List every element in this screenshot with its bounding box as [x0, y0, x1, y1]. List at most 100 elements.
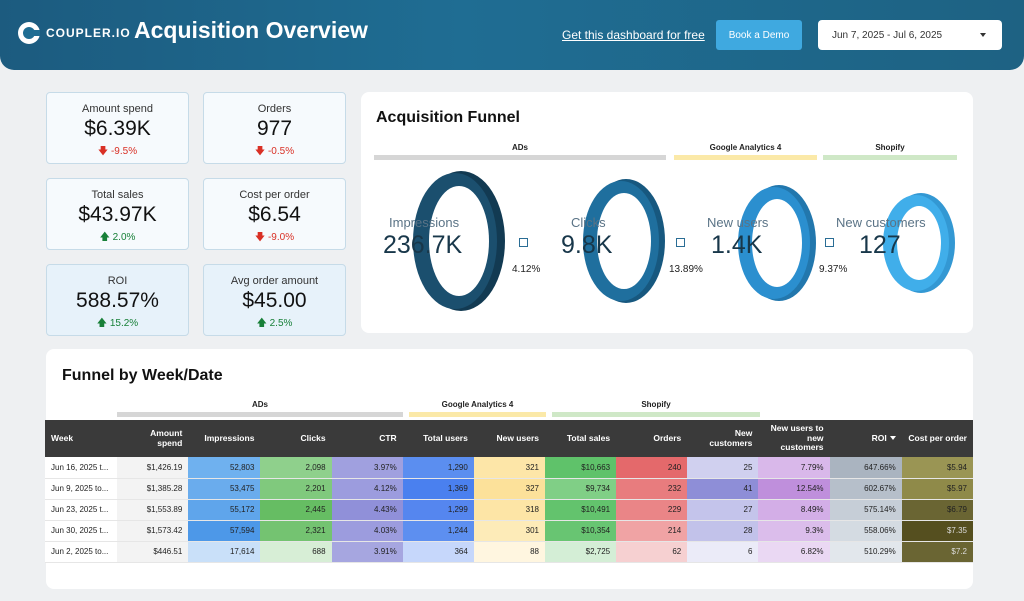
cell-new-users: 318 [473, 499, 545, 521]
kpi-value: $6.54 [248, 203, 301, 226]
cell-total-users: 364 [402, 541, 474, 563]
stage-label: New users [707, 215, 769, 230]
col-header-roi[interactable]: ROI [829, 420, 902, 457]
kpi-avg-order-amount: Avg order amount $45.00 🡅 2.5% [203, 264, 346, 336]
coupler-logo[interactable]: COUPLER.IO [18, 22, 131, 44]
arrow-up-icon: 🡅 [96, 318, 108, 329]
kpi-total-sales: Total sales $43.97K 🡅 2.0% [46, 178, 189, 250]
kpi-value: 588.57% [76, 289, 159, 312]
stage-label: Clicks [571, 215, 606, 230]
cell-roi: 510.29% [829, 541, 902, 563]
conversion-marker-icon [519, 238, 528, 247]
cell-week: Jun 2, 2025 to... [45, 541, 118, 563]
table-row[interactable]: Jun 30, 2025 t... $1,573.42 57,594 2,321 4.0… [45, 520, 973, 542]
cell-new-customers: 6 [687, 541, 759, 563]
cell-amount-spend: $1,573.42 [117, 520, 189, 542]
conversion-rate: 9.37% [819, 264, 848, 275]
col-header-week[interactable]: Week [45, 420, 118, 457]
cell-total-sales: $2,725 [544, 541, 617, 563]
cell-total-sales: $9,734 [544, 478, 617, 500]
kpi-delta: 🡇 -9.0% [254, 232, 295, 243]
col-header-orders[interactable]: Orders [616, 420, 688, 457]
kpi-roi: ROI 588.57% 🡅 15.2% [46, 264, 189, 336]
date-range-select[interactable]: Jun 7, 2025 - Jul 6, 2025 [818, 20, 1002, 50]
cell-clicks: 2,445 [260, 499, 332, 521]
col-header-total-users[interactable]: Total users [402, 420, 474, 457]
group-bar-shopify [823, 155, 957, 160]
cell-impressions: 57,594 [188, 520, 261, 542]
date-range-value: Jun 7, 2025 - Jul 6, 2025 [832, 29, 943, 41]
arrow-up-icon: 🡅 [99, 232, 110, 243]
funnel-ring-new-customers [883, 193, 955, 293]
group-label-shopify: Shopify [875, 143, 905, 152]
cell-new-users-to-customers: 8.49% [758, 499, 830, 521]
table-row[interactable]: Jun 16, 2025 t... $1,426.19 52,803 2,098 3.9… [45, 457, 973, 479]
arrow-up-icon: 🡅 [256, 318, 267, 329]
cell-orders: 229 [616, 499, 688, 521]
table-row[interactable]: Jun 23, 2025 t... $1,553.89 55,172 2,445 4.4… [45, 499, 973, 521]
cell-new-users: 301 [473, 520, 545, 542]
conversion-marker-icon [825, 238, 834, 247]
cell-total-users: 1,299 [402, 499, 474, 521]
kpi-delta: 🡇 -9.5% [97, 146, 138, 157]
kpi-label: Cost per order [239, 189, 310, 201]
col-header-total-sales[interactable]: Total sales [544, 420, 617, 457]
book-demo-button[interactable]: Book a Demo [716, 20, 802, 50]
coupler-logo-icon [18, 22, 40, 44]
cell-clicks: 688 [260, 541, 332, 563]
col-header-amount-spend[interactable]: Amount spend [117, 420, 189, 457]
table-group-bar-ga4 [409, 412, 546, 417]
kpi-value: $45.00 [242, 289, 307, 312]
funnel-title: Acquisition Funnel [376, 109, 520, 126]
col-header-ctr[interactable]: CTR [331, 420, 403, 457]
stage-value: 9.8K [561, 231, 613, 259]
kpi-cost-per-order: Cost per order $6.54 🡇 -9.0% [203, 178, 346, 250]
cell-cost-per-order: $6.79 [901, 499, 973, 521]
conversion-rate: 13.89% [669, 264, 703, 275]
funnel-ring-new-users [738, 185, 816, 301]
cell-ctr: 3.97% [331, 457, 403, 479]
table-group-label-shopify: Shopify [641, 400, 671, 409]
cell-amount-spend: $1,426.19 [117, 457, 189, 479]
cell-new-users-to-customers: 9.3% [758, 520, 830, 542]
table-row[interactable]: Jun 9, 2025 to... $1,385.28 53,475 2,201 4.1… [45, 478, 973, 500]
col-header-new-users-to-customers[interactable]: New users to new customers [758, 420, 830, 457]
kpi-label: Total sales [91, 189, 144, 201]
cell-new-customers: 27 [687, 499, 759, 521]
get-dashboard-link[interactable]: Get this dashboard for free [562, 28, 705, 42]
top-header: COUPLER.IO Acquisition Overview Get this… [0, 0, 1024, 70]
arrow-down-icon: 🡇 [97, 146, 109, 157]
stage-label: Impressions [389, 215, 460, 230]
kpi-label: Orders [257, 103, 292, 115]
cell-orders: 214 [616, 520, 688, 542]
arrow-down-icon: 🡇 [254, 232, 266, 243]
funnel-ring-clicks [583, 179, 665, 303]
col-header-clicks[interactable]: Clicks [260, 420, 332, 457]
kpi-value: 977 [256, 117, 293, 140]
cell-new-users: 321 [473, 457, 545, 479]
sort-desc-icon [889, 436, 896, 441]
kpi-value: $43.97K [78, 203, 157, 226]
table-title: Funnel by Week/Date [62, 367, 223, 384]
cell-orders: 232 [616, 478, 688, 500]
caret-down-icon [980, 33, 986, 37]
col-header-cost-per-order[interactable]: Cost per order [901, 420, 973, 457]
cell-total-users: 1,290 [402, 457, 474, 479]
cell-clicks: 2,321 [260, 520, 332, 542]
cell-ctr: 3.91% [331, 541, 403, 563]
cell-clicks: 2,201 [260, 478, 332, 500]
arrow-down-icon: 🡇 [254, 146, 266, 157]
cell-week: Jun 23, 2025 t... [45, 499, 118, 521]
cell-ctr: 4.03% [331, 520, 403, 542]
col-header-new-users[interactable]: New users [473, 420, 545, 457]
conversion-marker-icon [676, 238, 685, 247]
cell-total-sales: $10,491 [544, 499, 617, 521]
cell-cost-per-order: $5.97 [901, 478, 973, 500]
table-row[interactable]: Jun 2, 2025 to... $446.51 17,614 688 3.91% 36… [45, 541, 973, 563]
cell-orders: 62 [616, 541, 688, 563]
cell-total-users: 1,244 [402, 520, 474, 542]
cell-week: Jun 9, 2025 to... [45, 478, 118, 500]
col-header-new-customers[interactable]: New customers [687, 420, 759, 457]
cell-impressions: 17,614 [188, 541, 261, 563]
col-header-impressions[interactable]: Impressions [188, 420, 261, 457]
